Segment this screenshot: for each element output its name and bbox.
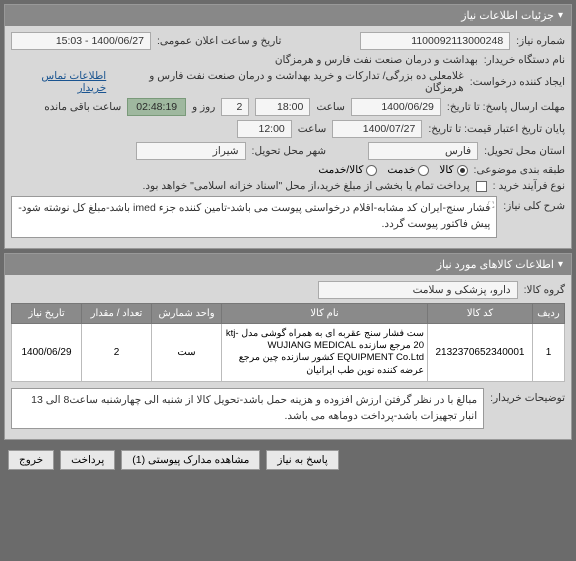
table-header-row: ردیف کد کالا نام کالا واحد شمارش تعداد /… [12, 303, 565, 323]
city-value: شیراز [136, 142, 246, 160]
valid-hour: 12:00 [237, 120, 292, 138]
city-label: شهر محل تحویل: [252, 145, 327, 157]
cell-idx: 1 [533, 323, 565, 381]
remain-label: ساعت باقی مانده [44, 101, 121, 113]
cell-name: ست فشار سنج عقربه ای به همراه گوشی مدل k… [222, 323, 428, 381]
province-value: فارس [368, 142, 478, 160]
proc-checkbox[interactable] [476, 181, 487, 192]
radio-kala-circle [457, 165, 468, 176]
cell-date: 1400/06/29 [12, 323, 82, 381]
footer-buttons: پاسخ به نیاز مشاهده مدارک پیوستی (1) پرد… [0, 444, 576, 476]
hour-label-1: ساعت [316, 101, 345, 113]
province-label: استان محل تحویل: [484, 145, 565, 157]
items-panel: ▾ اطلاعات کالاهای مورد نیاز گروه کالا: د… [4, 253, 572, 441]
cell-qty: 2 [82, 323, 152, 381]
details-panel: ▾ جزئیات اطلاعات نیاز شماره نیاز: 110009… [4, 4, 572, 249]
proc-text: پرداخت تمام یا بخشی از مبلغ خرید،از محل … [142, 180, 469, 192]
creator-value: غلامعلی ده بزرگی/ تدارکات و خرید بهداشت … [112, 70, 463, 94]
docs-button[interactable]: مشاهده مدارک پیوستی (1) [121, 450, 260, 470]
radio-kala-khedmat[interactable]: کالا/خدمت [318, 164, 377, 176]
time-remaining: 02:48:19 [127, 98, 186, 116]
th-idx: ردیف [533, 303, 565, 323]
buyer-note-box: مبالغ با در نظر گرفتن ارزش افزوده و هزین… [11, 388, 484, 430]
description-box: ⛶ فشار سنج-ایران کد مشابه-اقلام درخواستی… [11, 196, 497, 238]
deadline-date: 1400/06/29 [351, 98, 441, 116]
cell-unit: ست [152, 323, 222, 381]
buyer-label: نام دستگاه خریدار: [484, 54, 565, 66]
th-date: تاریخ نیاز [12, 303, 82, 323]
table-row[interactable]: 1 2132370652340001 ست فشار سنج عقربه ای … [12, 323, 565, 381]
category-radio-group: کالا خدمت کالا/خدمت [318, 164, 467, 176]
collapse-icon-2: ▾ [558, 259, 563, 270]
req-no-label: شماره نیاز: [516, 35, 565, 47]
details-panel-title: جزئیات اطلاعات نیاز [461, 9, 554, 22]
items-panel-header[interactable]: ▾ اطلاعات کالاهای مورد نیاز [5, 254, 571, 275]
valid-label: پایان تاریخ اعتبار قیمت: تا تاریخ: [428, 123, 565, 135]
radio-khedmat-label: خدمت [387, 164, 415, 176]
req-no-value: 1100092113000248 [360, 32, 510, 50]
items-table: ردیف کد کالا نام کالا واحد شمارش تعداد /… [11, 303, 565, 382]
rooz-label: روز و [192, 101, 215, 113]
valid-date: 1400/07/27 [332, 120, 422, 138]
days-remaining: 2 [221, 98, 249, 116]
reply-button[interactable]: پاسخ به نیاز [266, 450, 338, 470]
radio-kala-label: کالا [439, 164, 453, 176]
desc-label: شرح کلی نیاز: [503, 196, 565, 212]
buyer-value: بهداشت و درمان صنعت نفت فارس و هرمزگان [275, 54, 478, 66]
hour-label-2: ساعت [298, 123, 327, 135]
radio-kala[interactable]: کالا [439, 164, 467, 176]
group-value: دارو، پزشکی و سلامت [318, 281, 518, 299]
group-label: گروه کالا: [524, 284, 565, 296]
radio-kk-circle [366, 165, 377, 176]
deadline-label: مهلت ارسال پاسخ: تا تاریخ: [447, 101, 565, 113]
radio-khedmat-circle [418, 165, 429, 176]
buyer-note-label: توضیحات خریدار: [490, 388, 565, 404]
items-panel-title: اطلاعات کالاهای مورد نیاز [437, 258, 554, 271]
deadline-hour: 18:00 [255, 98, 310, 116]
cell-code: 2132370652340001 [428, 323, 533, 381]
contact-link[interactable]: اطلاعات تماس خریدار [11, 70, 106, 94]
th-name: نام کالا [222, 303, 428, 323]
pub-date-value: 1400/06/27 - 15:03 [11, 32, 151, 50]
proc-label: نوع فرآیند خرید : [493, 180, 565, 192]
radio-khedmat[interactable]: خدمت [387, 164, 429, 176]
details-panel-header[interactable]: ▾ جزئیات اطلاعات نیاز [5, 5, 571, 26]
description-text: فشار سنج-ایران کد مشابه-اقلام درخواستی پ… [18, 202, 490, 230]
creator-label: ایجاد کننده درخواست: [470, 76, 565, 88]
expand-icon[interactable]: ⛶ [488, 199, 494, 213]
th-qty: تعداد / مقدار [82, 303, 152, 323]
th-code: کد کالا [428, 303, 533, 323]
radio-kk-label: کالا/خدمت [318, 164, 363, 176]
pub-date-label: تاریخ و ساعت اعلان عمومی: [157, 35, 281, 47]
th-unit: واحد شمارش [152, 303, 222, 323]
buyer-note-text: مبالغ با در نظر گرفتن ارزش افزوده و هزین… [31, 394, 477, 422]
print-button[interactable]: پرداخت [60, 450, 115, 470]
collapse-icon: ▾ [558, 10, 563, 21]
category-label: طبقه بندی موضوعی: [474, 164, 565, 176]
exit-button[interactable]: خروج [8, 450, 54, 470]
